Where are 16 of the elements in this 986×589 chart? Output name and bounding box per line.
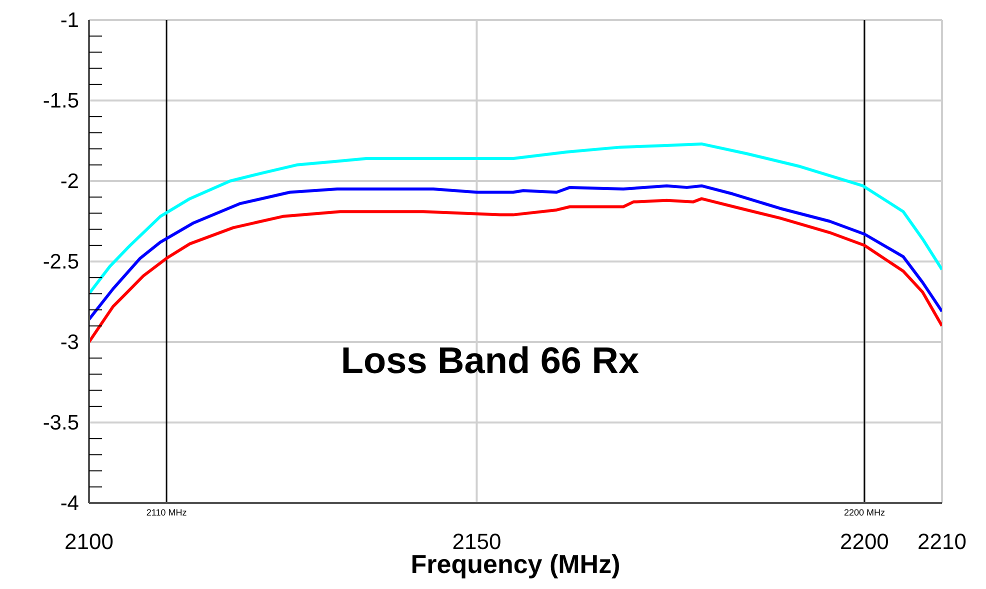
line-series bbox=[89, 184, 942, 321]
y-tick-label: -1 bbox=[60, 9, 79, 32]
x-tick-label: 2100 bbox=[64, 529, 114, 554]
ref-line-label: 2110 MHz bbox=[146, 507, 188, 518]
y-tick-label: -2 bbox=[60, 170, 79, 193]
x-tick-label: 2200 bbox=[840, 529, 889, 554]
y-tick-label: -1.5 bbox=[42, 90, 79, 112]
x-tick-label: 2210 bbox=[918, 529, 966, 554]
y-tick-label: -3.5 bbox=[42, 412, 79, 434]
annotation: Loss Band 66 Rx bbox=[340, 339, 640, 383]
y-tick-label: -4 bbox=[60, 492, 80, 515]
y-tick-label: -2.5 bbox=[42, 250, 79, 274]
ref-line-label: 2200 MHz bbox=[844, 507, 886, 518]
y-tick-label: -3 bbox=[60, 331, 79, 354]
line-series bbox=[89, 197, 942, 344]
line-series bbox=[89, 142, 942, 296]
